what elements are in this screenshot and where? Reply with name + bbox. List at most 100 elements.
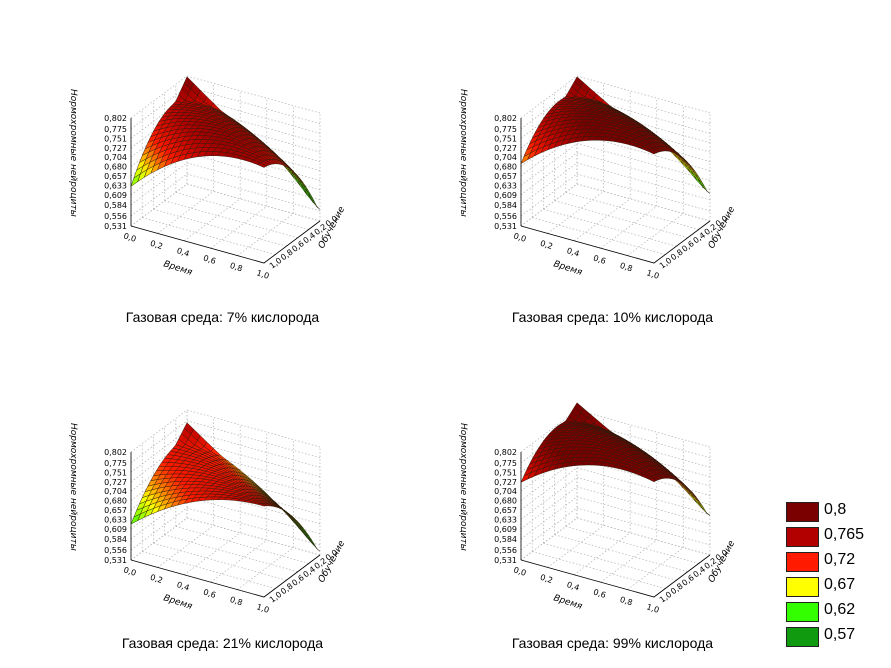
x-tick-label: 0,0 [512, 231, 527, 243]
legend-swatch [786, 627, 819, 647]
z-tick-label: 0,584 [104, 201, 127, 210]
chart-title-1: Газовая среда: 7% кислорода [125, 309, 320, 325]
z-tick-label: 0,775 [104, 459, 127, 468]
x-tick-label: 0,4 [566, 580, 581, 592]
legend-swatch [786, 602, 819, 622]
legend-item: 0,8 [785, 499, 885, 524]
tick-labels: 0,00,20,40,60,81,00,00,20,40,60,81,00,80… [104, 114, 339, 281]
x-tick-label: 0,2 [539, 573, 554, 585]
z-tick-label: 0,531 [494, 222, 517, 231]
z-tick-label: 0,657 [104, 172, 127, 181]
z-tick-label: 0,657 [104, 506, 127, 515]
legend-label: 0,765 [824, 526, 865, 543]
z-tick-label: 0,584 [494, 535, 517, 544]
z-tick-label: 0,680 [494, 163, 517, 172]
z-tick-label: 0,584 [494, 201, 517, 210]
legend-label: 0,57 [824, 626, 856, 643]
chart-title-3: Газовая среда: 21% кислорода [121, 635, 324, 651]
surface-cell [256, 162, 268, 168]
x-tick-label: 0,8 [619, 595, 634, 607]
z-tick-label: 0,531 [494, 556, 517, 565]
x-tick-label: 0,6 [202, 588, 217, 600]
legend-swatch [786, 552, 819, 572]
legend-label: 0,72 [824, 551, 856, 568]
x-tick-label: 0,8 [619, 261, 634, 273]
z-tick-label: 0,802 [494, 114, 517, 123]
surface-mesh [130, 422, 321, 552]
x-tick-label: 0,0 [512, 565, 527, 577]
legend-label: 0,62 [824, 601, 856, 618]
legend-swatch [786, 527, 819, 547]
surface-cell [646, 476, 658, 483]
grid-lines [520, 75, 711, 264]
z-tick-label: 0,633 [494, 515, 517, 524]
tick-labels: 0,00,20,40,60,81,00,00,20,40,60,81,00,80… [494, 114, 729, 281]
axis-frame [130, 452, 321, 598]
z-tick-label: 0,775 [494, 125, 517, 134]
x-axis-title: Время [162, 259, 194, 278]
z-tick-label: 0,704 [104, 153, 127, 162]
x-tick-label: 0,6 [592, 254, 607, 266]
z-tick-label: 0,633 [494, 181, 517, 190]
axis-frame [520, 452, 711, 598]
z-axis-title: Нормохромные нейроциты [68, 423, 78, 551]
z-tick-label: 0,727 [104, 144, 127, 153]
z-tick-label: 0,727 [494, 144, 517, 153]
z-tick-label: 0,633 [104, 181, 127, 190]
z-tick-label: 0,704 [494, 487, 517, 496]
surface-plot-1: 0,00,20,40,60,81,00,00,20,40,60,81,00,80… [68, 75, 348, 281]
z-tick-label: 0,680 [494, 497, 517, 506]
z-tick-label: 0,751 [494, 468, 517, 477]
z-axis-title: Нормохромные нейроциты [458, 89, 468, 217]
chart-title-2: Газовая среда: 10% кислорода [511, 309, 714, 325]
chart-panel-2: 0,0 0,2 0,4 0,6 0,8 1,0 0,0 0,2 0,4 0,6 0,8 1,0 0,80… [390, 0, 835, 334]
z-tick-label: 0,704 [494, 153, 517, 162]
x-tick-label: 1,0 [255, 602, 270, 614]
z-tick-label: 0,680 [104, 163, 127, 172]
z-tick-label: 0,556 [494, 546, 517, 555]
legend-label: 0,8 [824, 501, 847, 518]
chart-panel-3: 0,0 0,2 0,4 0,6 0,8 1,0 0,0 0,2 0,4 0,6 0,8 1,0 0,80… [0, 334, 445, 668]
z-tick-label: 0,775 [494, 459, 517, 468]
z-tick-label: 0,727 [494, 478, 517, 487]
z-axis-title: Нормохромные нейроциты [458, 423, 468, 551]
surface-cell [257, 503, 267, 507]
x-tick-label: 0,6 [202, 254, 217, 266]
surface-plot-2: 0,00,20,40,60,81,00,00,20,40,60,81,00,80… [458, 75, 738, 281]
surface-plot-3: 0,00,20,40,60,81,00,00,20,40,60,81,00,80… [68, 409, 348, 615]
z-tick-label: 0,727 [104, 478, 127, 487]
x-tick-label: 0,2 [149, 573, 164, 585]
chart-panel-4: 0,0 0,2 0,4 0,6 0,8 1,0 0,0 0,2 0,4 0,6 0,8 1,0 0,80… [390, 334, 835, 668]
z-tick-label: 0,584 [104, 535, 127, 544]
z-tick-label: 0,802 [104, 448, 127, 457]
legend-swatch [786, 577, 819, 597]
surface-plot-4: 0,00,20,40,60,81,00,00,20,40,60,81,00,80… [458, 402, 738, 615]
legend-swatch [786, 502, 819, 522]
x-axis-title: Время [552, 593, 584, 612]
x-axis-title: Время [552, 259, 584, 278]
x-tick-label: 0,4 [566, 246, 581, 258]
z-tick-label: 0,556 [104, 546, 127, 555]
x-tick-label: 0,8 [229, 261, 244, 273]
z-tick-label: 0,802 [104, 114, 127, 123]
z-axis-title: Нормохромные нейроциты [68, 89, 78, 217]
legend-item: 0,67 [785, 574, 885, 599]
color-legend: 0,8 0,765 0,72 0,67 0,62 0,57 [785, 499, 885, 649]
z-tick-label: 0,751 [104, 134, 127, 143]
x-tick-label: 0,4 [176, 580, 191, 592]
z-tick-label: 0,609 [494, 191, 517, 200]
z-tick-label: 0,657 [494, 172, 517, 181]
z-tick-label: 0,609 [494, 525, 517, 534]
x-axis-title: Время [162, 593, 194, 612]
z-tick-label: 0,633 [104, 515, 127, 524]
legend-item: 0,72 [785, 549, 885, 574]
z-tick-label: 0,704 [104, 487, 127, 496]
x-tick-label: 0,2 [539, 239, 554, 251]
x-tick-label: 0,6 [592, 588, 607, 600]
z-tick-label: 0,609 [104, 191, 127, 200]
x-tick-label: 0,2 [149, 239, 164, 251]
z-tick-label: 0,556 [494, 212, 517, 221]
surface-cell [646, 149, 658, 155]
z-tick-label: 0,657 [494, 506, 517, 515]
surface-mesh [520, 76, 711, 194]
